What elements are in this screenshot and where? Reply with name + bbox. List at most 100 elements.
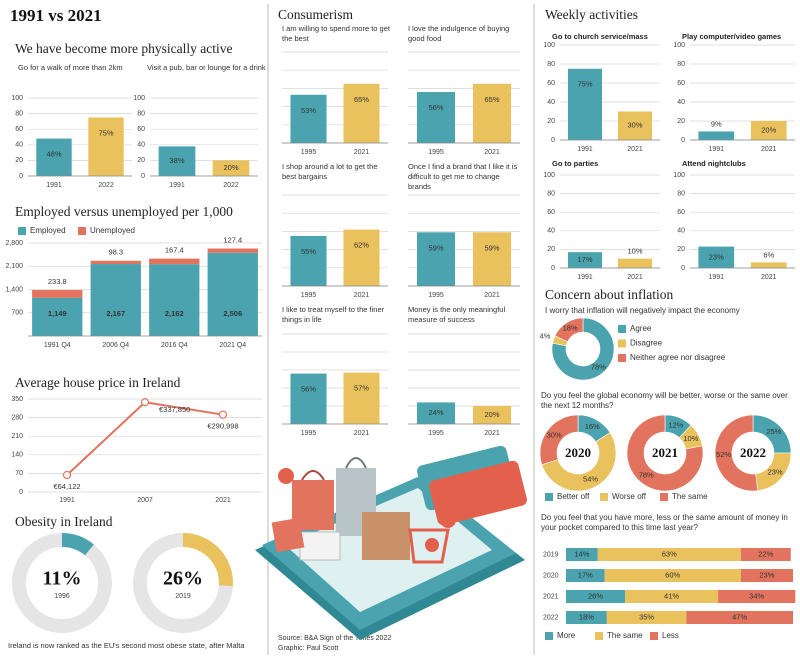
value-label: 60% <box>665 570 680 579</box>
bar <box>290 94 327 143</box>
chart-subtitle: I like to treat myself to the finer thin… <box>282 305 385 324</box>
value-label: 17% <box>577 255 592 264</box>
value-label: 4% <box>540 332 551 341</box>
y-tick-label: 40 <box>547 99 555 106</box>
donut-segment <box>554 317 584 343</box>
value-label: 12% <box>668 421 683 430</box>
y-tick-label: 80 <box>15 110 23 117</box>
x-tick-label: 1991 <box>577 146 593 153</box>
bag-handle <box>301 470 325 481</box>
y-tick-label: 700 <box>11 310 23 317</box>
value-label: 24% <box>428 408 443 417</box>
section-heading: Weekly activities <box>545 7 638 22</box>
bar <box>343 229 380 286</box>
value-label: 78% <box>639 471 654 480</box>
section-heading: Consumerism <box>278 7 354 22</box>
bar-segment <box>149 258 200 265</box>
y-tick-label: 0 <box>681 137 685 144</box>
value-label: 35% <box>639 612 654 621</box>
y-tick-label: 20 <box>547 118 555 125</box>
donut-segment <box>539 414 579 466</box>
x-tick-label: 1995 <box>428 430 444 437</box>
y-tick-label: 80 <box>547 61 555 68</box>
x-tick-label: 2021 <box>484 149 500 156</box>
page-title: 1991 vs 2021 <box>10 6 102 25</box>
bar-segment <box>625 590 719 603</box>
value-label: 47% <box>732 612 747 621</box>
donut-segment <box>714 414 759 492</box>
donut-year: 2022 <box>740 445 766 460</box>
tag <box>425 538 439 552</box>
legend-label: Worse off <box>612 492 647 501</box>
question: Do you feel the global economy will be b… <box>541 391 788 411</box>
value-label: €290,998 <box>207 422 238 431</box>
value-label: 20% <box>761 125 776 134</box>
value-label: 56% <box>301 385 316 394</box>
y-tick-label: 70 <box>15 470 23 477</box>
bar <box>416 92 456 143</box>
chart-subtitle: I shop around a lot to get the best barg… <box>282 162 378 181</box>
x-tick-label: 2007 <box>137 497 153 504</box>
bar <box>472 406 512 424</box>
section-heading: We have become more physically active <box>15 41 232 56</box>
y-tick-label: 80 <box>547 190 555 197</box>
section-heading: Concern about inflation <box>545 287 673 302</box>
bar <box>416 402 456 424</box>
bar <box>472 232 512 286</box>
center-label: 26% <box>163 568 203 590</box>
value-label: 57% <box>354 384 369 393</box>
x-tick-label: 2021 <box>627 274 643 281</box>
value-label: €64,122 <box>53 482 80 491</box>
bar <box>568 252 602 268</box>
y-tick-label: 20 <box>677 118 685 125</box>
x-tick-label: 1991 <box>46 182 62 189</box>
ring-year: 2019 <box>175 593 191 600</box>
basket <box>408 528 450 564</box>
bar <box>568 68 602 140</box>
value-label: 2,162 <box>165 309 184 318</box>
legend-swatch <box>618 339 626 348</box>
y-tick-label: 280 <box>11 414 23 421</box>
x-tick-label: 2021 <box>484 292 500 299</box>
bar <box>290 235 327 286</box>
y-tick-label: 1,400 <box>5 286 23 293</box>
x-tick-label: 1991 <box>577 274 593 281</box>
value-label: 98.3 <box>108 248 123 257</box>
value-label: 34% <box>749 591 764 600</box>
value-label: 14% <box>574 549 589 558</box>
y-tick-label: 0 <box>551 137 555 144</box>
credit: Graphic: Paul Scott <box>278 645 338 652</box>
bar-segment <box>718 590 796 603</box>
value-label: 65% <box>354 95 369 104</box>
donut-segment <box>626 414 704 492</box>
value-label: 41% <box>664 591 679 600</box>
y-tick-label: 40 <box>677 99 685 106</box>
y-tick-label: 100 <box>543 42 555 49</box>
x-tick-label: 2021 <box>627 146 643 153</box>
bar-segment <box>566 548 598 561</box>
y-tick-label: 20 <box>677 246 685 253</box>
chart-subtitle: Go to church service/mass <box>552 32 648 41</box>
x-tick-label: 1995 <box>428 149 444 156</box>
bar <box>212 160 250 176</box>
x-tick-label: 2021 Q4 <box>219 342 246 349</box>
tag <box>440 512 456 528</box>
y-tick-label: 100 <box>11 95 23 102</box>
bar-segment <box>566 590 626 603</box>
bar-segment <box>207 252 258 336</box>
x-tick-label: 2021 <box>354 430 370 437</box>
y-tick-label: 0 <box>681 265 685 272</box>
note: Ireland is now ranked as the EU's second… <box>8 641 245 650</box>
value-label: 55% <box>301 247 316 256</box>
bar <box>88 117 124 176</box>
y-tick-label: 60 <box>547 209 555 216</box>
legend-swatch <box>650 632 658 640</box>
bar-segment <box>604 569 741 582</box>
bar-segment <box>566 569 605 582</box>
y-tick-label: 100 <box>543 172 555 179</box>
x-tick-label: 2022 <box>223 182 239 189</box>
value-label: 1,149 <box>48 309 67 318</box>
y-tick-label: 40 <box>137 142 145 149</box>
x-tick-label: 2021 <box>215 497 231 504</box>
value-label: €337,850 <box>159 405 190 414</box>
